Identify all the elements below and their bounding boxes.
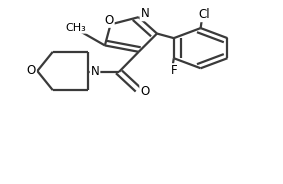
Text: F: F: [170, 64, 177, 77]
Text: N: N: [140, 7, 149, 20]
Text: Cl: Cl: [198, 8, 210, 21]
Text: O: O: [104, 14, 114, 27]
Text: N: N: [91, 66, 99, 78]
Text: O: O: [27, 65, 36, 77]
Text: O: O: [140, 85, 149, 98]
Text: CH₃: CH₃: [65, 23, 86, 33]
